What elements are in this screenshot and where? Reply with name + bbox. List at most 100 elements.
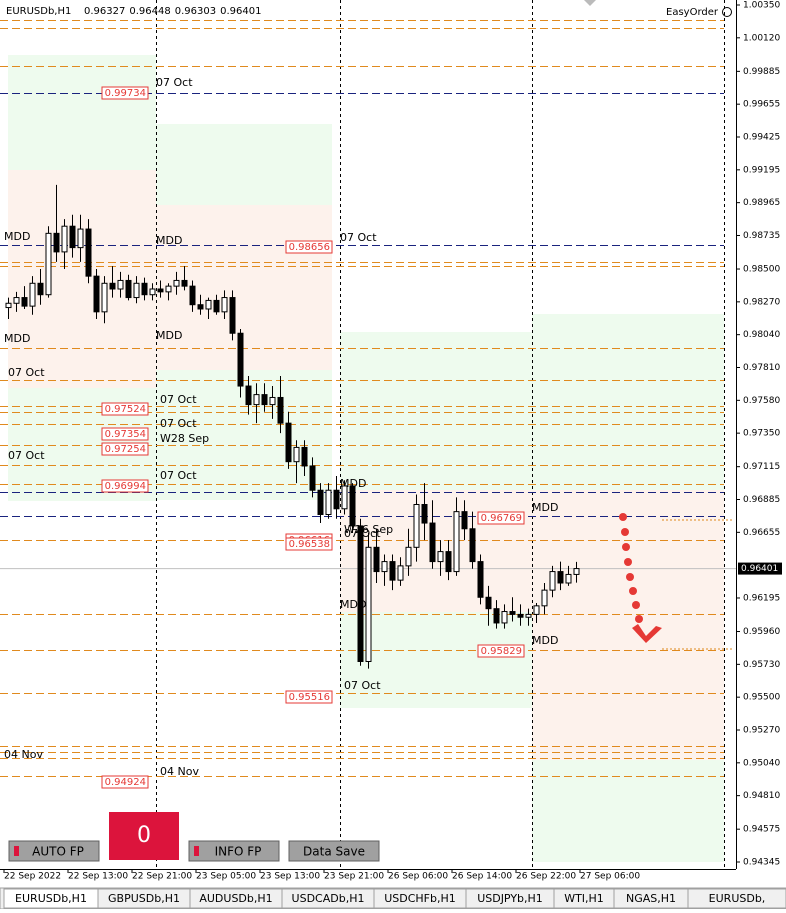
annotation: W28 Sep <box>160 432 209 445</box>
candle-body <box>101 282 108 313</box>
y-tick-label: 0.95730 <box>743 660 780 670</box>
candle-body <box>261 394 268 406</box>
candle-body <box>533 605 540 615</box>
annotation: MDD <box>532 501 558 514</box>
button-label[interactable]: Data Save <box>303 845 365 859</box>
arrow-dot <box>622 543 630 551</box>
x-tick-label: 23 Sep 21:00 <box>324 872 384 882</box>
candle-body <box>269 396 276 406</box>
annotation: 04 Nov <box>4 748 43 761</box>
tab-label[interactable]: USDCADb,H1 <box>292 892 365 905</box>
tab-label[interactable]: WTI,H1 <box>564 892 604 905</box>
candle-body <box>53 232 60 253</box>
button[interactable] <box>288 840 380 862</box>
button[interactable] <box>8 840 100 862</box>
level-label: 0.95829 <box>481 646 522 657</box>
tab-label[interactable]: USDCHFb,H1 <box>384 892 456 905</box>
y-tick-label: 0.95500 <box>743 693 780 703</box>
easy-order[interactable]: EasyOrder <box>666 7 719 18</box>
annotation: MDD <box>4 230 30 243</box>
level-label: 0.94924 <box>105 777 146 788</box>
level-label: 0.96538 <box>289 539 330 550</box>
annotation: MDD <box>340 477 366 490</box>
ohlc-value: 0.96303 <box>175 6 216 17</box>
annotation: 07 Oct <box>156 76 193 89</box>
tab-label[interactable]: AUDUSDb,H1 <box>199 892 272 905</box>
candle-body <box>389 561 396 581</box>
candle-body <box>29 282 36 307</box>
candle-body <box>405 546 412 567</box>
candle-body <box>469 528 476 563</box>
price-tag-label: 0.96401 <box>741 564 778 574</box>
counter-value[interactable]: 0 <box>137 823 151 848</box>
x-tick-label: 26 Sep 22:00 <box>516 872 576 882</box>
y-tick-label: 0.94575 <box>743 825 780 835</box>
tab-label[interactable]: NGAS,H1 <box>626 892 676 905</box>
zone <box>532 490 724 760</box>
candle-body <box>181 279 188 287</box>
candle-body <box>5 302 12 309</box>
y-tick-label: 0.98965 <box>743 198 780 208</box>
price-axis-bg <box>736 0 786 869</box>
tab-label[interactable]: USDJPYb,H1 <box>477 892 543 905</box>
candle-body <box>309 465 316 491</box>
button[interactable] <box>188 840 280 862</box>
candle-body <box>461 511 468 530</box>
candles <box>5 184 580 669</box>
y-tick-label: 0.95270 <box>743 725 780 735</box>
y-tick-label: 1.00350 <box>743 0 780 10</box>
candle-body <box>85 228 92 277</box>
forecast-arrow <box>619 513 662 643</box>
level-label: 0.97254 <box>105 444 146 455</box>
level-label-box <box>101 442 149 456</box>
level-label-box <box>285 690 333 704</box>
period-separators <box>156 0 725 869</box>
ohlc-value: 0.96401 <box>220 6 261 17</box>
annotation: 07 Oct <box>160 417 197 430</box>
tab-label[interactable]: EURUSDb, <box>709 892 766 905</box>
y-tick-label: 0.95040 <box>743 758 780 768</box>
level-label-box <box>101 86 149 100</box>
zone <box>156 205 332 370</box>
level-label-box <box>477 644 525 658</box>
counter-box[interactable] <box>109 812 179 860</box>
candle-body <box>109 282 116 290</box>
tab-label[interactable]: GBPUSDb,H1 <box>108 892 180 905</box>
candle-body <box>509 611 516 615</box>
easy-order-icon[interactable] <box>722 7 732 17</box>
candle-body <box>421 504 428 524</box>
candle-body <box>541 589 548 607</box>
button-indicator <box>194 846 199 856</box>
x-tick-label: 23 Sep 05:00 <box>196 872 256 882</box>
y-tick-label: 0.96655 <box>743 528 780 538</box>
tab[interactable] <box>687 888 786 909</box>
candle-body <box>189 285 196 306</box>
y-tick-label: 0.98040 <box>743 330 780 340</box>
candle-body <box>557 571 564 584</box>
arrow-dot <box>629 587 637 595</box>
tab-label[interactable]: EURUSDb,H1 <box>15 892 87 905</box>
candle-body <box>221 297 228 313</box>
button-label[interactable]: AUTO FP <box>32 845 84 859</box>
candle-body <box>69 225 76 249</box>
button-label[interactable]: INFO FP <box>215 845 262 859</box>
price-tag <box>738 562 782 575</box>
y-tick-label: 0.97580 <box>743 396 780 406</box>
axis: 1.00350 1.00120 0.99885 0.99655 0.99425 0.991… <box>3 0 782 882</box>
candle-body <box>317 489 324 515</box>
y-tick-label: 0.95960 <box>743 627 780 637</box>
candle-body <box>437 551 444 563</box>
level-label: 0.97524 <box>105 404 146 415</box>
x-tick-label: 22 Sep 13:00 <box>68 872 128 882</box>
arrow-head <box>632 624 662 643</box>
candle-body <box>229 297 236 334</box>
arrow-dot <box>619 513 627 521</box>
zone <box>340 490 532 612</box>
candle-body <box>245 385 252 406</box>
y-tick-label: 0.94345 <box>743 858 780 868</box>
annotation: 07 Oct <box>160 393 197 406</box>
y-tick-label: 0.96195 <box>743 593 780 603</box>
x-tick-label: 27 Sep 06:00 <box>580 872 640 882</box>
